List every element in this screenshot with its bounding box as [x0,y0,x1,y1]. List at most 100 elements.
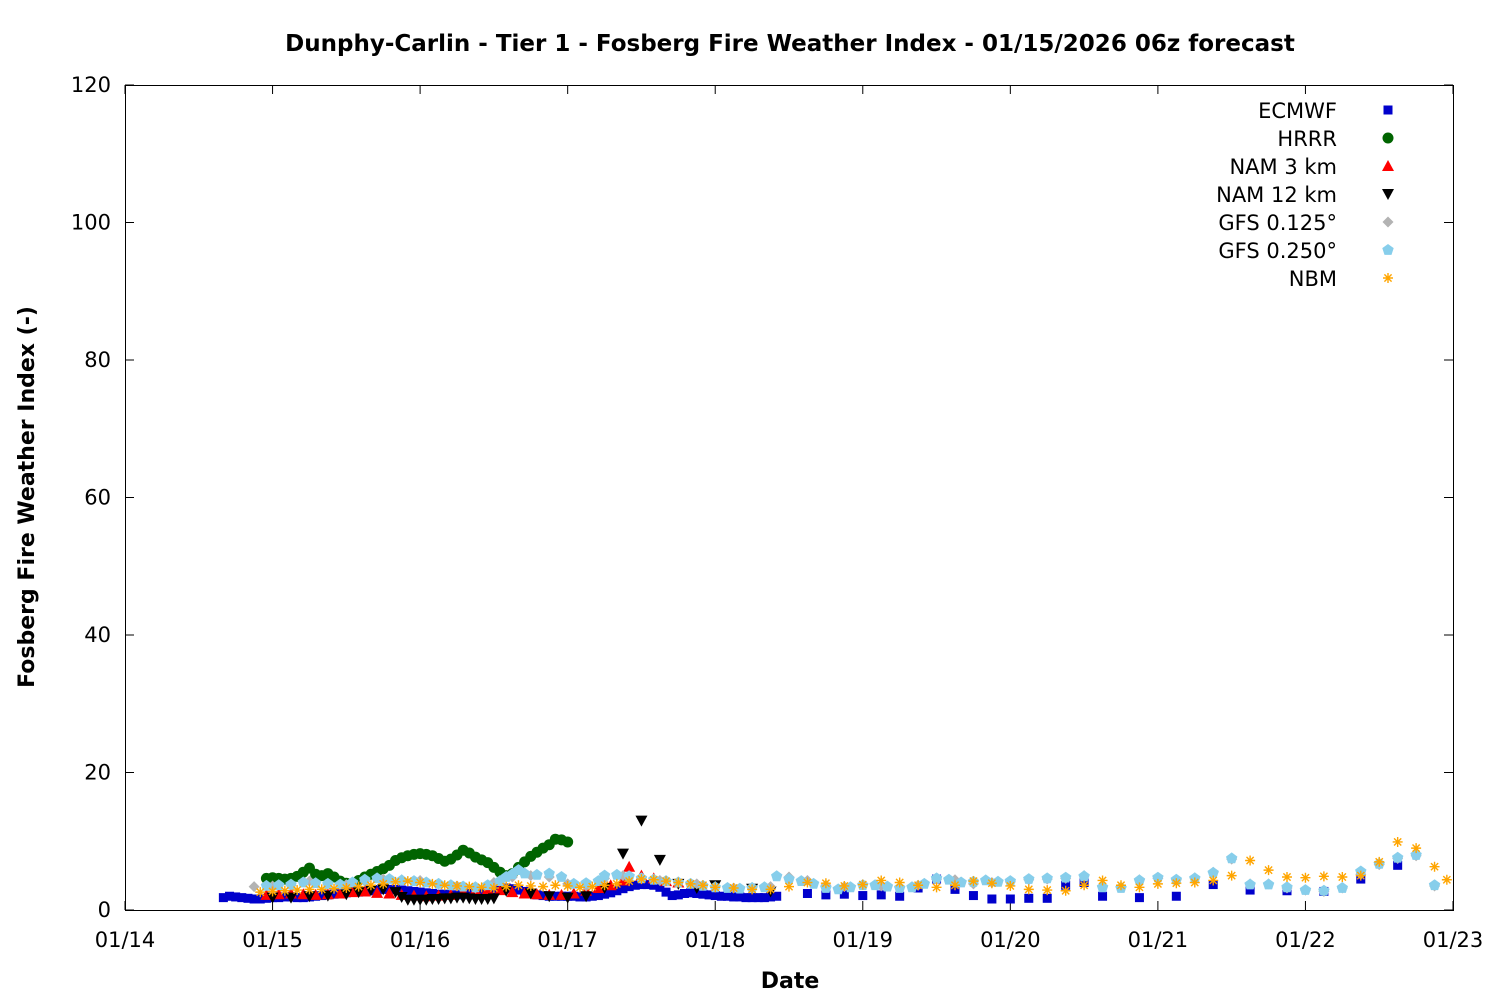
data-point [1005,894,1015,904]
data-point [1098,891,1108,901]
legend-label: HRRR [1277,127,1337,151]
data-point [772,891,782,901]
data-point [243,893,253,903]
data-point [784,881,794,892]
data-point [728,883,739,893]
data-point [612,886,622,896]
x-axis: 01/14 01/15 01/16 01/17 01/18 01/19 01/20 01/21… [95,85,1484,952]
x-tick-label: 01/19 [833,928,894,952]
data-point [309,888,322,900]
data-point [1079,880,1090,891]
data-point [1262,878,1275,890]
data-point [655,882,665,892]
data-point [464,881,475,892]
data-point [1189,877,1200,888]
data-point [704,890,714,900]
data-point [698,889,708,899]
data-point [518,887,531,899]
legend-marker [1382,132,1394,144]
data-point [894,877,905,888]
legend: ECMWF HRRR NAM 3 km NAM 12 km GFS 0.125° GFS … [1216,99,1394,291]
data-point [1226,870,1237,881]
data-point [249,894,259,904]
data-point [1374,856,1385,867]
data-point [543,891,556,903]
y-tick-label: 40 [84,623,111,647]
data-point [1337,872,1348,882]
data-point [550,880,561,891]
data-point [747,884,758,895]
data-point [1245,855,1256,866]
legend-marker [1382,189,1394,200]
data-point [624,876,635,887]
data-point [1116,880,1126,891]
x-tick-label: 01/20 [980,928,1041,952]
data-point [575,892,585,902]
data-point [550,891,560,901]
data-point [255,887,266,898]
data-point [599,880,610,891]
data-point [574,882,585,893]
plot-frame [125,85,1454,911]
data-point [316,884,327,895]
data-point [1042,893,1052,903]
data-point [1428,879,1441,891]
data-point [396,874,408,886]
data-point [1060,871,1072,883]
data-point [1024,893,1034,903]
data-point [931,882,942,893]
data-point [729,892,739,902]
data-point [930,872,943,884]
data-point [488,883,499,893]
data-point [618,884,628,894]
data-point [1429,861,1440,872]
data-point [309,877,322,888]
data-point [341,883,352,893]
data-point [839,889,849,899]
data-point [1263,865,1274,876]
data-point [476,882,487,893]
data-point [427,889,437,898]
data-point [452,880,462,891]
data-point [518,867,531,879]
data-point [1042,885,1053,896]
data-point [968,876,979,887]
y-axis-label: Fosberg Fire Weather Index (-) [15,306,40,688]
data-point [513,880,524,891]
data-point [1078,870,1090,882]
legend-label: NAM 12 km [1216,183,1337,207]
data-point [611,878,622,889]
data-point [334,878,346,890]
legend-label: GFS 0.125° [1218,211,1337,235]
data-point [765,884,776,895]
x-tick-label: 01/23 [1423,928,1484,952]
data-point [771,870,783,882]
data-point [378,878,389,889]
chart-title: Dunphy-Carlin - Tier 1 - Fosberg Fire We… [285,31,1295,57]
data-point [723,891,733,901]
data-point [390,876,401,887]
data-point [661,876,672,887]
data-point [686,888,696,898]
data-point [292,893,302,903]
data-point [285,892,297,904]
series-nbm [255,836,1452,898]
data-point [403,886,413,896]
legend-marker [1383,105,1393,115]
data-point [1392,851,1404,863]
data-point [358,885,371,897]
data-point [255,894,265,904]
data-point [673,877,684,888]
data-point [1441,874,1452,885]
data-point [1041,872,1053,884]
data-point [716,891,726,901]
data-point [876,890,886,900]
data-point [525,880,536,891]
data-point [876,875,887,886]
data-point [1355,870,1366,881]
data-point [918,877,930,889]
data-point [562,836,574,848]
data-point [439,880,450,891]
data-point [1392,836,1403,847]
data-point [986,878,997,889]
